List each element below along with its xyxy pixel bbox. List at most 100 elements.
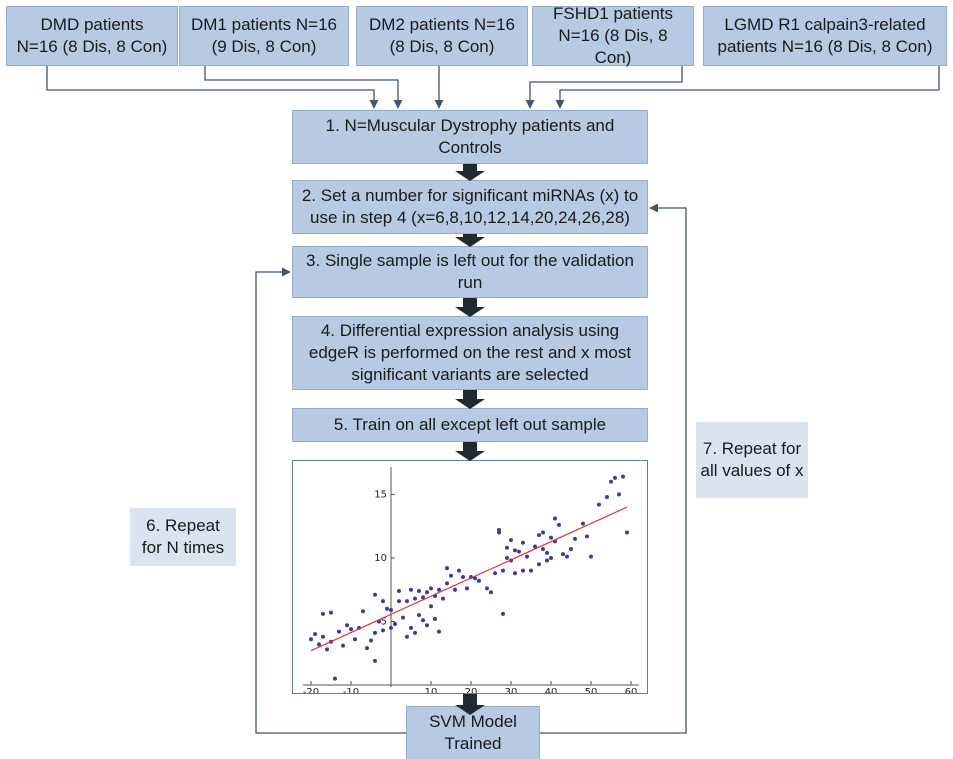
data-point	[329, 610, 333, 615]
data-point	[625, 530, 629, 535]
data-point	[393, 622, 397, 627]
data-point	[621, 474, 625, 479]
flow-arrow-3-4	[455, 298, 485, 317]
data-point	[521, 540, 525, 545]
data-point	[341, 643, 345, 648]
data-point	[541, 547, 545, 552]
data-point	[309, 637, 313, 642]
data-point	[525, 554, 529, 559]
step-4-box: 4. Differential expression analysis usin…	[292, 316, 648, 390]
data-point	[337, 629, 341, 634]
data-point	[389, 608, 393, 613]
data-point	[509, 538, 513, 543]
data-point	[369, 638, 373, 643]
data-point	[325, 647, 329, 652]
svm-result-text: SVM Model Trained	[429, 712, 517, 753]
step-3-text: 3. Single sample is left out for the val…	[306, 251, 634, 292]
x-tick-label: 50	[585, 687, 598, 693]
y-tick-label: 15	[374, 489, 387, 500]
data-point	[345, 623, 349, 628]
connector-dm1	[204, 66, 403, 109]
data-point	[553, 516, 557, 521]
connector-dmd	[46, 66, 379, 109]
repeat-n-text: 6. Repeat for N times	[141, 516, 225, 557]
flow-arrow-plot-result	[455, 694, 485, 715]
data-point	[373, 592, 377, 597]
x-tick-label: 10	[425, 687, 438, 693]
data-point	[513, 548, 517, 553]
data-point	[533, 544, 537, 549]
source-dmd-line1: DMD patients	[40, 15, 144, 34]
repeat-n-box: 6. Repeat for N times	[130, 508, 236, 566]
source-dm1-line2: (9 Dis, 8 Con)	[211, 37, 317, 56]
data-point	[373, 658, 377, 663]
data-point	[421, 595, 425, 600]
data-point	[449, 573, 453, 578]
data-point	[425, 590, 429, 595]
data-point	[389, 625, 393, 630]
data-point	[361, 609, 365, 614]
data-point	[353, 637, 357, 642]
data-point	[445, 566, 449, 571]
data-point	[557, 522, 561, 527]
data-point	[501, 568, 505, 573]
source-lgmd-line1: LGMD R1 calpain3-related	[724, 15, 926, 34]
data-point	[465, 586, 469, 591]
data-point	[405, 634, 409, 639]
data-point	[581, 521, 585, 526]
connector-lgmd	[555, 66, 940, 109]
scatter-plot: -20 -10 10 20 30 40 50 60 5 10 15	[303, 467, 639, 698]
scatter-plot-frame: -20 -10 10 20 30 40 50 60 5 10 15	[292, 460, 648, 698]
data-point	[613, 475, 617, 480]
data-point	[457, 568, 461, 573]
data-point	[441, 596, 445, 601]
data-point	[569, 547, 573, 552]
data-point	[541, 530, 545, 535]
x-tick-label: 60	[625, 687, 638, 693]
data-point	[409, 625, 413, 630]
data-point	[497, 530, 501, 535]
flow-arrow-5-plot	[455, 442, 485, 461]
step-1-text: 1. N=Muscular Dystrophy patients and Con…	[325, 116, 615, 157]
data-point	[437, 629, 441, 634]
data-point	[433, 616, 437, 621]
step-2-text: 2. Set a number for significant miRNAs (…	[301, 186, 639, 227]
x-tick-label: -10	[343, 687, 359, 693]
data-point	[437, 587, 441, 592]
flow-arrow-2-3	[455, 234, 485, 247]
data-point	[549, 555, 553, 560]
step-3-box: 3. Single sample is left out for the val…	[292, 246, 648, 298]
data-point	[313, 632, 317, 637]
data-point	[417, 613, 421, 618]
data-point	[317, 642, 321, 647]
data-point	[589, 554, 593, 559]
source-dmd-line2: N=16 (8 Dis, 8 Con)	[16, 37, 168, 56]
data-point	[445, 581, 449, 586]
data-point	[373, 630, 377, 635]
data-point	[321, 611, 325, 616]
source-box-fshd1: FSHD1 patients N=16 (8 Dis, 8 Con)	[532, 4, 694, 67]
data-point	[485, 586, 489, 591]
source-box-dmd: DMD patients N=16 (8 Dis, 8 Con)	[6, 6, 178, 66]
flow-arrow-4-5	[455, 390, 485, 409]
repeat-x-text: 7. Repeat for all values of x	[700, 439, 804, 480]
loop-line-repeat-x	[540, 203, 687, 734]
data-point	[333, 676, 337, 681]
data-point	[401, 615, 405, 620]
data-point	[413, 630, 417, 635]
data-point	[381, 599, 385, 604]
data-point	[605, 494, 609, 499]
data-point	[385, 606, 389, 611]
data-point	[421, 618, 425, 623]
repeat-x-box: 7. Repeat for all values of x	[696, 422, 808, 498]
step-1-box: 1. N=Muscular Dystrophy patients and Con…	[292, 110, 648, 164]
data-point	[321, 634, 325, 639]
source-fshd1-line2: N=16 (8 Dis, 8 Con)	[558, 26, 668, 67]
x-tick-label: 30	[505, 687, 518, 693]
data-point	[545, 550, 549, 555]
data-point	[537, 533, 541, 538]
y-tick-label: 5	[381, 616, 387, 627]
data-point	[349, 627, 353, 632]
data-point	[461, 575, 465, 579]
data-point	[597, 502, 601, 507]
